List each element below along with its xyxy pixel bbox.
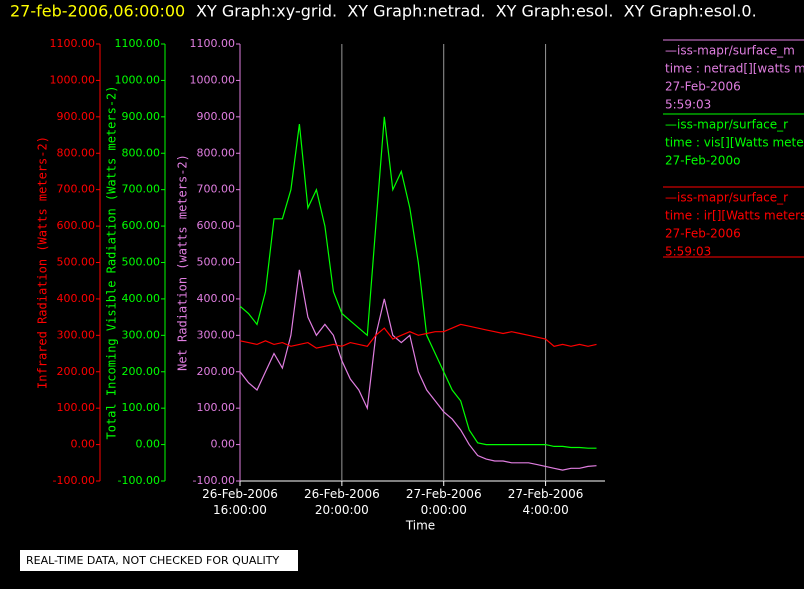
legend-detail: 27-Feb-2006 xyxy=(665,227,741,241)
y-tick-label: 0.00 xyxy=(136,438,161,451)
legend-detail: 27-Feb-2006 xyxy=(665,80,741,94)
y-tick-label: 600.00 xyxy=(57,219,96,232)
y-tick-label: 600.00 xyxy=(122,219,161,232)
x-axis-title: Time xyxy=(405,519,435,533)
y-tick-label: -100.00 xyxy=(193,474,235,487)
y-tick-label: 900.00 xyxy=(57,110,96,123)
y-axis-title: Net Radiation (watts meters-2) xyxy=(176,154,190,371)
y-tick-label: 700.00 xyxy=(57,183,96,196)
y-tick-label: 300.00 xyxy=(57,328,96,341)
y-tick-label: 500.00 xyxy=(197,256,236,269)
footer-box xyxy=(20,550,298,571)
y-tick-label: 300.00 xyxy=(197,328,236,341)
legend-detail: 5:59:03 xyxy=(665,98,711,112)
y-tick-label: -100.00 xyxy=(53,474,95,487)
x-tick-label-line: 26-Feb-2006 xyxy=(202,487,278,501)
legend-detail: time : vis[][Watts mete xyxy=(665,136,804,150)
x-tick-label: 27-Feb-2006 0:00:00 xyxy=(406,487,482,517)
y-tick-label: -100.00 xyxy=(118,474,160,487)
y-tick-label: 600.00 xyxy=(197,219,236,232)
y-tick-label: 800.00 xyxy=(122,146,161,159)
x-tick-label: 27-Feb-2006 4:00:00 xyxy=(508,487,584,517)
legend-detail: 5:59:03 xyxy=(665,245,711,259)
series-line xyxy=(239,323,597,349)
x-tick-label-line: 0:00:00 xyxy=(421,503,467,517)
y-tick-label: 300.00 xyxy=(122,328,161,341)
y-tick-label: 800.00 xyxy=(57,146,96,159)
y-tick-label: 900.00 xyxy=(122,110,161,123)
timestamp: 27-feb-2006,06:00:00 xyxy=(10,2,185,21)
legend-name: —iss-mapr/surface_r xyxy=(665,118,788,132)
y-tick-label: 1100.00 xyxy=(50,37,96,50)
y-tick-label: 400.00 xyxy=(197,292,236,305)
x-tick-label: 26-Feb-2006 16:00:00 xyxy=(202,487,278,517)
y-tick-label: 700.00 xyxy=(197,183,236,196)
graph-list: XY Graph:xy-grid. XY Graph:netrad. XY Gr… xyxy=(196,2,757,21)
y-tick-label: 700.00 xyxy=(122,183,161,196)
x-tick-label-line: 26-Feb-2006 xyxy=(304,487,380,501)
y-tick-label: 1000.00 xyxy=(115,73,161,86)
y-tick-label: 500.00 xyxy=(122,256,161,269)
y-tick-label: 900.00 xyxy=(197,110,236,123)
y-tick-label: 800.00 xyxy=(197,146,236,159)
y-tick-label: 400.00 xyxy=(122,292,161,305)
y-tick-label: 400.00 xyxy=(57,292,96,305)
y-tick-label: 100.00 xyxy=(197,401,236,414)
x-tick-label-line: 27-Feb-2006 xyxy=(406,487,482,501)
x-tick-label-line: 4:00:00 xyxy=(522,503,568,517)
footer-note: REAL-TIME DATA, NOT CHECKED FOR QUALITY xyxy=(26,554,280,567)
y-tick-label: 1100.00 xyxy=(115,37,161,50)
y-tick-label: 1100.00 xyxy=(190,37,236,50)
y-tick-label: 100.00 xyxy=(57,401,96,414)
series-line xyxy=(239,116,597,449)
y-tick-label: 100.00 xyxy=(122,401,161,414)
x-tick-label-line: 16:00:00 xyxy=(213,503,267,517)
y-tick-label: 200.00 xyxy=(57,365,96,378)
y-tick-label: 200.00 xyxy=(122,365,161,378)
legend-detail: time : netrad[][watts m xyxy=(665,62,804,76)
y-tick-label: 1000.00 xyxy=(50,73,96,86)
y-axis-title: Infrared Radiation (Watts meters-2) xyxy=(36,136,50,389)
y-axis-title: Total Incoming Visible Radiation (Watts … xyxy=(105,85,119,439)
series-line xyxy=(239,269,597,471)
y-tick-label: 1000.00 xyxy=(190,73,236,86)
legend-name: —iss-mapr/surface_m xyxy=(665,44,795,58)
y-tick-label: 0.00 xyxy=(71,438,96,451)
x-tick-label-line: 20:00:00 xyxy=(315,503,369,517)
legend-detail: time : ir[][Watts meters xyxy=(665,209,804,223)
legend-name: —iss-mapr/surface_r xyxy=(665,191,788,205)
y-tick-label: 200.00 xyxy=(197,365,236,378)
legend-detail: 27-Feb-200o xyxy=(665,154,740,168)
y-tick-label: 0.00 xyxy=(211,438,236,451)
x-tick-label: 26-Feb-2006 20:00:00 xyxy=(304,487,380,517)
y-tick-label: 500.00 xyxy=(57,256,96,269)
x-tick-label-line: 27-Feb-2006 xyxy=(508,487,584,501)
